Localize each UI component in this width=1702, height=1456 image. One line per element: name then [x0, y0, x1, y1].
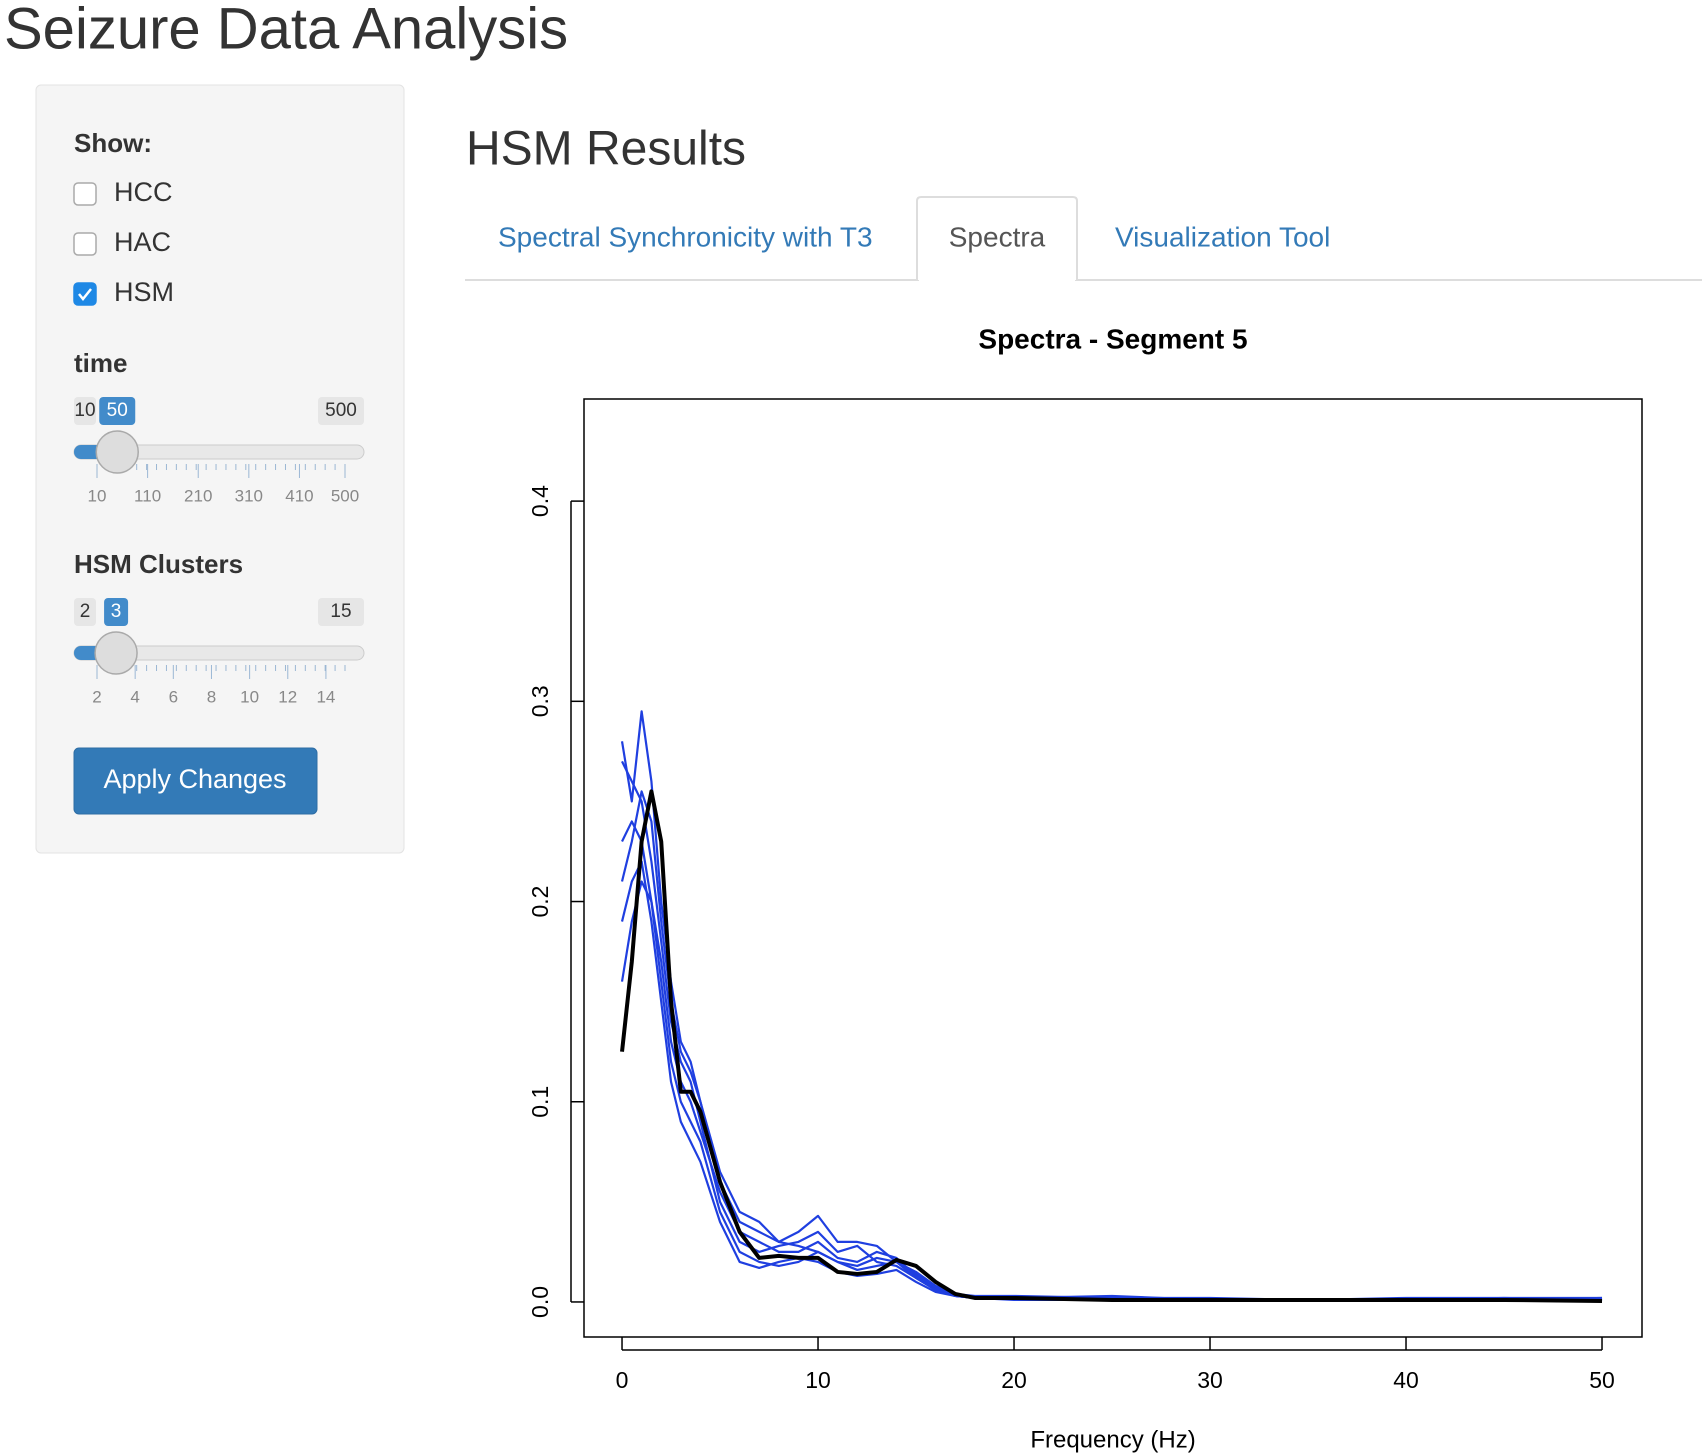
y-tick-label: 0.4: [527, 485, 553, 517]
slider-value-label: 50: [107, 400, 128, 421]
x-tick-label: 50: [1589, 1367, 1615, 1393]
y-tick-label: 0.1: [527, 1086, 553, 1118]
slider-value-label: 3: [111, 601, 122, 622]
checkbox-label[interactable]: HAC: [114, 227, 171, 257]
x-tick-label: 20: [1001, 1367, 1027, 1393]
checkbox[interactable]: [73, 282, 97, 306]
slider-tick-label: 310: [235, 486, 263, 505]
slider-tick-label: 10: [240, 687, 259, 706]
x-tick-label: 30: [1197, 1367, 1223, 1393]
tab[interactable]: Spectra: [949, 221, 1046, 252]
app-title: Seizure Data Analysis: [4, 0, 568, 61]
slider-max-badge: [318, 598, 364, 626]
spectrum-line: [620, 710, 1603, 1302]
checkbox[interactable]: [73, 182, 97, 206]
chart-title: Spectra - Segment 5: [978, 323, 1247, 354]
clusters-label: HSM Clusters: [74, 549, 243, 579]
checkbox-label[interactable]: HSM: [114, 277, 174, 307]
slider-value-badge: [104, 598, 129, 626]
slider-handle[interactable]: [95, 430, 139, 474]
apply-button[interactable]: [73, 747, 318, 815]
slider-min-label: 2: [80, 601, 91, 622]
slider-tick-label: 2: [92, 687, 101, 706]
slider-max-label: 15: [330, 601, 351, 622]
plot-frame: [583, 398, 1643, 1338]
slider-max-label: 500: [325, 400, 357, 421]
slider-tick-label: 500: [331, 486, 359, 505]
tab[interactable]: Visualization Tool: [1115, 221, 1330, 252]
spectrum-line: [620, 789, 1603, 1303]
slider-tick-label: 4: [130, 687, 139, 706]
slider-tick-label: 10: [88, 486, 107, 505]
checkbox-label[interactable]: HCC: [114, 177, 173, 207]
slider-tick-label: 110: [134, 486, 161, 505]
slider-tick-label: 6: [169, 687, 178, 706]
slider-tick-label: 14: [316, 687, 335, 706]
y-tick-label: 0.0: [527, 1286, 553, 1318]
slider-max-badge: [318, 397, 364, 425]
show-label: Show:: [74, 128, 152, 158]
spectrum-line: [621, 820, 1603, 1302]
apply-button-label[interactable]: Apply Changes: [103, 764, 286, 794]
y-tick-label: 0.2: [527, 886, 553, 918]
slider-min-badge: [74, 598, 96, 626]
slider-handle[interactable]: [94, 631, 138, 675]
time-label: time: [74, 348, 127, 378]
slider-min-badge: [74, 397, 96, 425]
x-tick-label: 0: [616, 1367, 629, 1393]
x-tick-label: 10: [805, 1367, 831, 1393]
tab[interactable]: Spectral Synchronicity with T3: [498, 221, 873, 252]
slider-tick-label: 210: [184, 486, 212, 505]
slider-min-label: 10: [74, 400, 95, 421]
spectrum-line: [621, 760, 1603, 1302]
spectrum-line: [620, 790, 1603, 1302]
slider-tick-label: 410: [285, 486, 313, 505]
slider-value-badge: [99, 397, 136, 425]
main-title: HSM Results: [466, 123, 746, 176]
checkmark[interactable]: [78, 288, 92, 302]
x-tick-label: 40: [1393, 1367, 1419, 1393]
slider-tick-label: 12: [278, 687, 297, 706]
tab-active-box[interactable]: [916, 196, 1078, 280]
slider-tick-label: 8: [207, 687, 216, 706]
y-tick-label: 0.3: [527, 685, 553, 717]
checkbox[interactable]: [73, 232, 97, 256]
x-axis-label: Frequency (Hz): [1030, 1426, 1195, 1453]
spectrum-line: [620, 860, 1603, 1302]
